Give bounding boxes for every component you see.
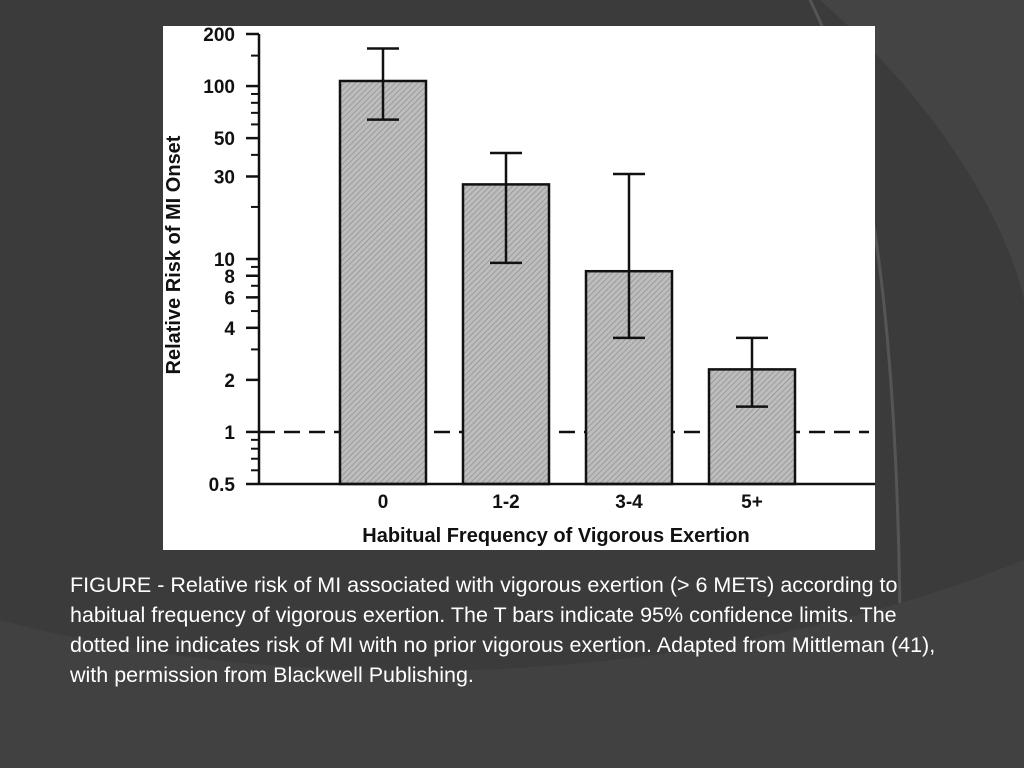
y-tick-label: 1 bbox=[224, 423, 235, 444]
chart-panel: 200 100 50 30 10 8 6 4 2 1 0.5 0 1-2 3-4 5+ Relative R… bbox=[163, 26, 875, 550]
y-axis-title: Relative Risk of MI Onset bbox=[163, 135, 185, 374]
x-category-label: 5+ bbox=[741, 492, 763, 513]
y-tick-label: 0.5 bbox=[209, 475, 236, 496]
decor-corner-shape bbox=[820, 0, 1024, 300]
x-category-label: 0 bbox=[378, 492, 389, 513]
bar bbox=[338, 79, 428, 486]
y-tick-label: 2 bbox=[224, 371, 235, 392]
y-tick-label: 10 bbox=[214, 250, 235, 271]
y-tick-label: 6 bbox=[224, 288, 235, 309]
x-category-label: 3-4 bbox=[615, 492, 643, 513]
y-tick-label: 4 bbox=[224, 319, 235, 340]
x-axis-title: Habitual Frequency of Vigorous Exertion bbox=[362, 525, 749, 547]
y-tick-label: 30 bbox=[214, 167, 235, 188]
y-tick-label: 8 bbox=[224, 267, 235, 288]
x-category-label: 1-2 bbox=[492, 492, 519, 513]
y-tick-label: 200 bbox=[203, 26, 235, 46]
error-bars-layer bbox=[367, 47, 768, 408]
y-tick-label: 50 bbox=[214, 129, 235, 150]
decor-bottom-band bbox=[0, 560, 1024, 768]
figure-caption: FIGURE - Relative risk of MI associated … bbox=[70, 573, 936, 687]
y-tick-label: 100 bbox=[203, 77, 235, 98]
bars-layer bbox=[338, 79, 797, 486]
